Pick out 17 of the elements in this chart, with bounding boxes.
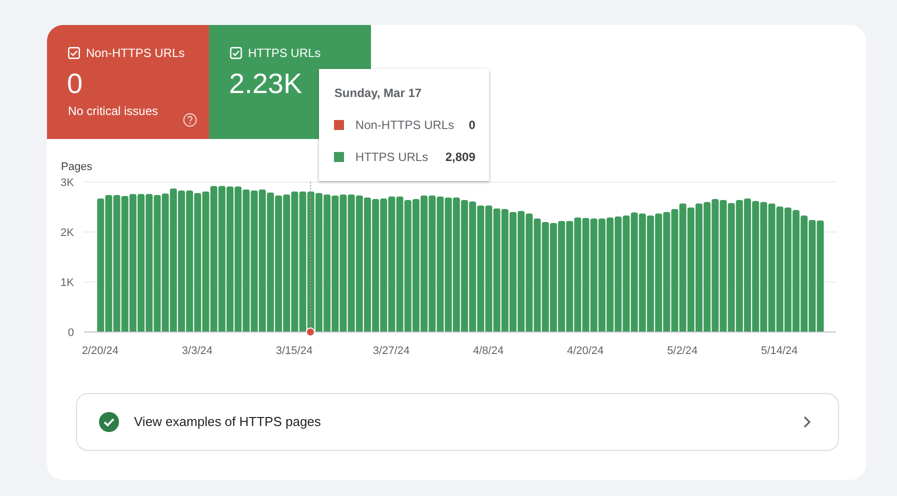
y-tick-label: 1K <box>60 276 75 289</box>
series-card: Non-HTTPS URLs 0 No critical issues <box>47 25 209 139</box>
x-tick-label: 3/27/24 <box>372 344 410 357</box>
x-tick-label: 2/20/24 <box>82 344 119 357</box>
x-tick-label: 5/2/24 <box>667 344 698 357</box>
y-tick-label: 0 <box>68 326 74 339</box>
legend-label: HTTPS URLs <box>355 149 428 165</box>
x-tick-label: 3/3/24 <box>182 344 212 357</box>
y-axis-title: Pages <box>61 160 92 174</box>
x-tick-label: 4/8/24 <box>473 344 504 357</box>
button: View examples of HTTPS pages <box>76 393 839 451</box>
x-tick-label: 3/15/24 <box>276 344 313 357</box>
tooltip: Sunday, Mar 17 Non-HTTPS URLs 0 HTTPS URLs 2,809 <box>319 69 490 181</box>
y-tick-label: 3K <box>60 176 75 189</box>
x-tick-label: 4/20/24 <box>566 344 604 357</box>
y-tick-label: 2K <box>60 226 75 239</box>
x-tick-label: 5/14/24 <box>761 344 798 357</box>
